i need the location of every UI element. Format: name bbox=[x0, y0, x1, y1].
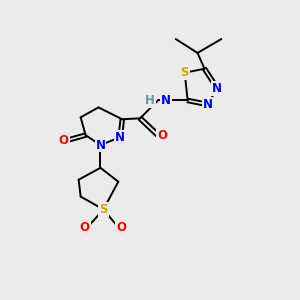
Text: N: N bbox=[161, 94, 171, 107]
Text: N: N bbox=[115, 130, 125, 144]
Text: O: O bbox=[59, 134, 69, 147]
Text: N: N bbox=[212, 82, 222, 95]
Text: O: O bbox=[157, 129, 167, 142]
Text: S: S bbox=[99, 203, 108, 216]
Text: N: N bbox=[202, 98, 212, 111]
Text: O: O bbox=[80, 221, 90, 234]
Text: N: N bbox=[95, 139, 106, 152]
Text: H: H bbox=[145, 94, 155, 107]
Text: O: O bbox=[116, 221, 126, 234]
Text: S: S bbox=[180, 66, 189, 79]
